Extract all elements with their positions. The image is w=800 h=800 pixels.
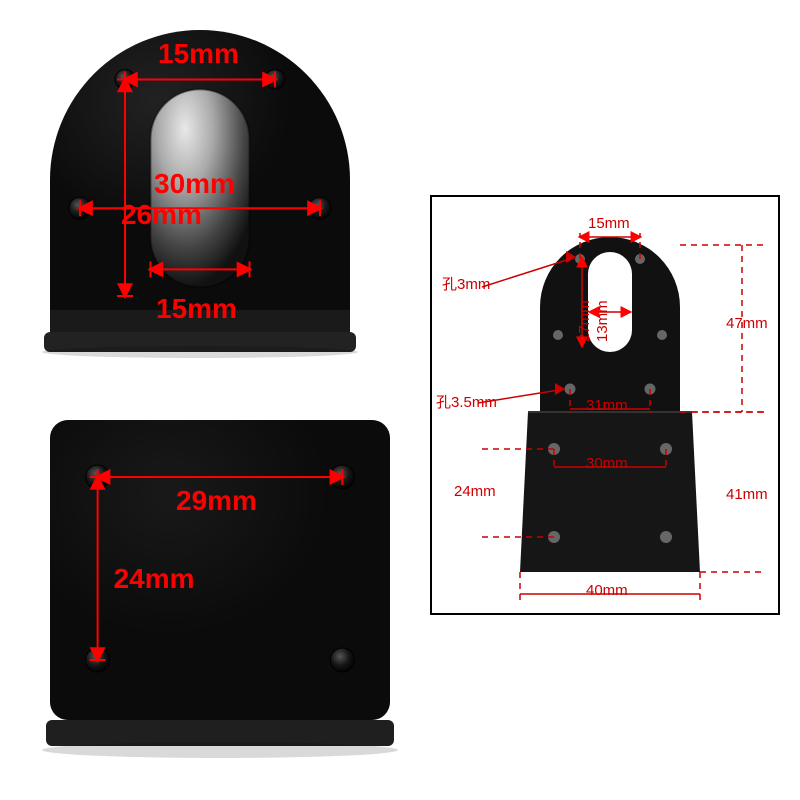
dg-label-47: 47mm — [726, 315, 768, 332]
dg-label-27: 27mm — [576, 300, 593, 342]
bottom-left-dimensions — [50, 420, 410, 790]
dim-vert-24: 24mm — [114, 563, 195, 595]
dg-label-hole3: 孔3mm — [442, 273, 490, 294]
dim-top-15: 15mm — [158, 38, 239, 70]
dg-label-40: 40mm — [586, 582, 628, 599]
dg-label-top15: 15mm — [588, 215, 630, 232]
dg-label-hole35: 孔3.5mm — [436, 391, 497, 412]
dim-mid-30: 30mm — [154, 168, 235, 200]
dg-label-13: 13mm — [594, 300, 611, 342]
bottom-left-bracket — [50, 420, 410, 790]
dim-horiz-29: 29mm — [176, 485, 257, 517]
dg-label-24: 24mm — [454, 483, 496, 500]
dg-label-41: 41mm — [726, 486, 768, 503]
dim-vert-26: 26mm — [121, 199, 202, 231]
dg-label-30: 30mm — [586, 455, 628, 472]
dim-slot-15: 15mm — [156, 293, 237, 325]
dg-label-31: 31mm — [586, 397, 628, 414]
